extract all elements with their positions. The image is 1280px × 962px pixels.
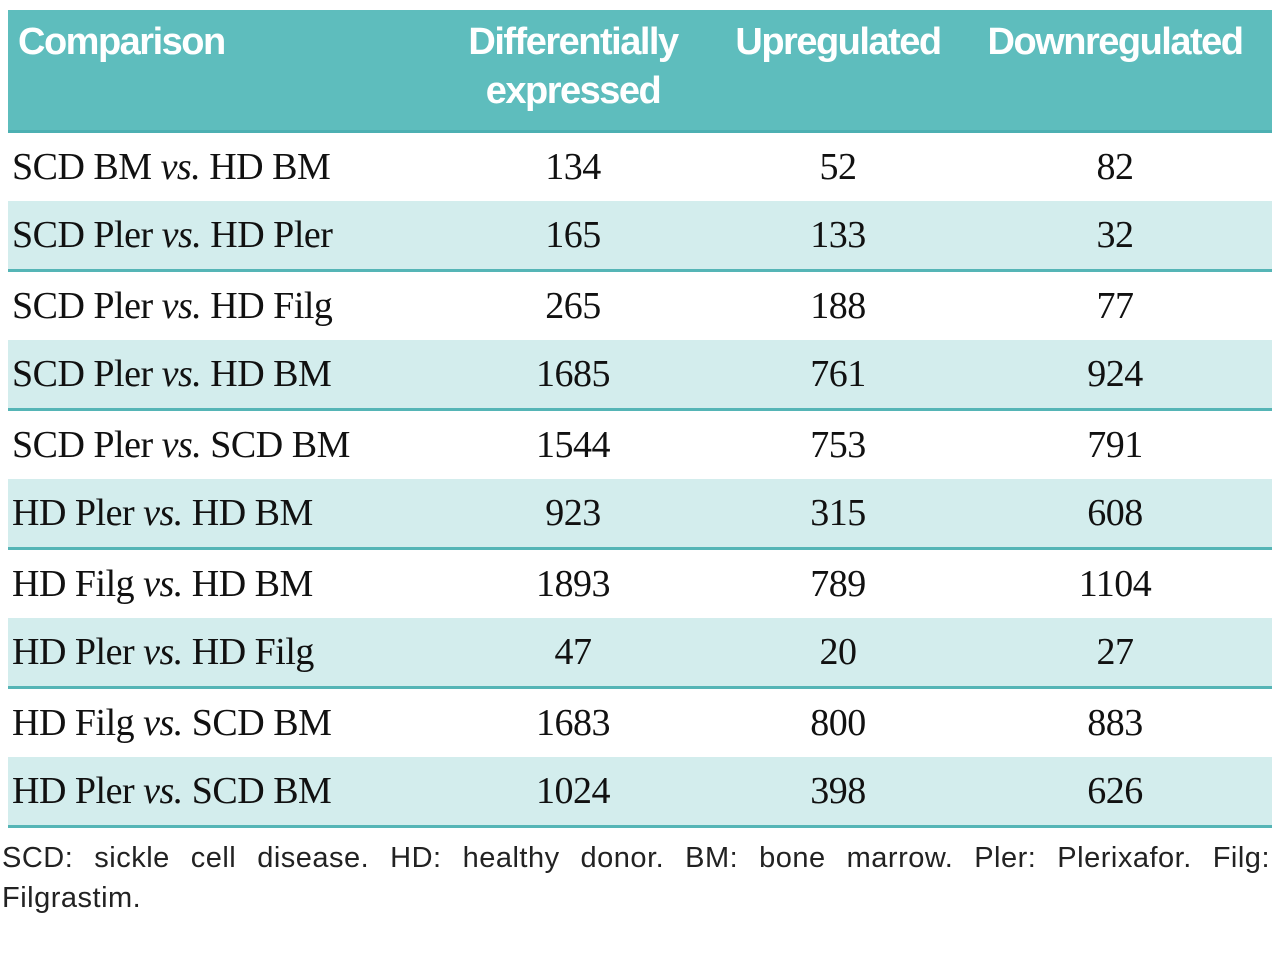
vs-label: vs. (143, 563, 183, 605)
group-b: HD BM (209, 146, 331, 188)
group-b: HD BM (210, 353, 332, 395)
group-a: SCD Pler (12, 214, 153, 256)
column-header-upregulated: Upregulated (718, 10, 958, 133)
de-value: 265 (428, 270, 718, 340)
group-a: HD Pler (12, 770, 135, 812)
comparison-cell: SCD Pler vs. SCD BM (8, 409, 428, 479)
group-a: HD Pler (12, 631, 135, 673)
vs-label: vs. (161, 214, 202, 256)
up-value: 761 (718, 340, 958, 411)
comparison-cell: HD Pler vs. HD Filg (8, 618, 428, 689)
vs-label: vs. (161, 285, 202, 327)
table-row: SCD BM vs. HD BM 134 52 82 (8, 131, 1272, 201)
group-a: HD Filg (12, 563, 135, 605)
down-value: 32 (958, 201, 1272, 272)
vs-label: vs. (143, 702, 183, 744)
group-a: SCD BM (12, 146, 152, 188)
group-a: HD Filg (12, 702, 135, 744)
table-footnote: SCD: sickle cell disease. HD: healthy do… (2, 842, 1270, 914)
comparison-cell: SCD BM vs. HD BM (8, 131, 428, 201)
comparison-cell: HD Pler vs. HD BM (8, 479, 428, 550)
group-b: HD Filg (191, 631, 315, 673)
group-b: HD Filg (210, 285, 333, 327)
up-value: 20 (718, 618, 958, 689)
group-b: SCD BM (191, 770, 332, 812)
de-value: 1683 (428, 687, 718, 757)
up-value: 315 (718, 479, 958, 550)
group-a: SCD Pler (12, 424, 153, 466)
vs-label: vs. (143, 492, 183, 534)
group-b: HD BM (191, 563, 314, 605)
table-body: SCD BM vs. HD BM 134 52 82 SCD Pler vs. … (8, 131, 1272, 828)
de-value: 923 (428, 479, 718, 550)
table-row: SCD Pler vs. HD Filg 265 188 77 (8, 270, 1272, 340)
group-b: HD Pler (210, 214, 333, 256)
column-header-comparison: Comparison (8, 10, 428, 133)
table-row: HD Pler vs. HD Filg 47 20 27 (8, 618, 1272, 689)
comparison-cell: SCD Pler vs. HD Filg (8, 270, 428, 340)
up-value: 789 (718, 548, 958, 618)
group-a: SCD Pler (12, 353, 153, 395)
up-value: 800 (718, 687, 958, 757)
down-value: 924 (958, 340, 1272, 411)
up-value: 133 (718, 201, 958, 272)
column-header-downregulated: Downregulated (958, 10, 1272, 133)
group-a: HD Pler (12, 492, 135, 534)
header-row: Comparison Differentially expressed Upre… (8, 10, 1272, 133)
down-value: 608 (958, 479, 1272, 550)
de-value: 1893 (428, 548, 718, 618)
comparison-cell: HD Filg vs. SCD BM (8, 687, 428, 757)
table-row: SCD Pler vs. HD Pler 165 133 32 (8, 201, 1272, 272)
up-value: 188 (718, 270, 958, 340)
comparison-cell: HD Filg vs. HD BM (8, 548, 428, 618)
table-row: HD Pler vs. SCD BM 1024 398 626 (8, 757, 1272, 828)
table-row: HD Filg vs. HD BM 1893 789 1104 (8, 548, 1272, 618)
vs-label: vs. (161, 424, 202, 466)
group-b: SCD BM (210, 424, 350, 466)
down-value: 883 (958, 687, 1272, 757)
comparison-cell: SCD Pler vs. HD BM (8, 340, 428, 411)
group-b: SCD BM (191, 702, 332, 744)
comparison-cell: SCD Pler vs. HD Pler (8, 201, 428, 272)
de-value: 1685 (428, 340, 718, 411)
up-value: 753 (718, 409, 958, 479)
down-value: 626 (958, 757, 1272, 828)
de-value: 134 (428, 131, 718, 201)
comparison-table-container: Comparison Differentially expressed Upre… (8, 10, 1272, 828)
column-header-differentially-expressed: Differentially expressed (428, 10, 718, 133)
table-row: HD Filg vs. SCD BM 1683 800 883 (8, 687, 1272, 757)
vs-label: vs. (160, 146, 201, 188)
down-value: 791 (958, 409, 1272, 479)
de-value: 47 (428, 618, 718, 689)
up-value: 52 (718, 131, 958, 201)
table-header: Comparison Differentially expressed Upre… (8, 10, 1272, 133)
comparison-table: Comparison Differentially expressed Upre… (8, 10, 1272, 828)
vs-label: vs. (143, 631, 183, 673)
up-value: 398 (718, 757, 958, 828)
table-row: SCD Pler vs. HD BM 1685 761 924 (8, 340, 1272, 411)
comparison-cell: HD Pler vs. SCD BM (8, 757, 428, 828)
down-value: 1104 (958, 548, 1272, 618)
de-value: 165 (428, 201, 718, 272)
vs-label: vs. (143, 770, 183, 812)
group-b: HD BM (191, 492, 314, 534)
de-value: 1024 (428, 757, 718, 828)
table-row: SCD Pler vs. SCD BM 1544 753 791 (8, 409, 1272, 479)
down-value: 77 (958, 270, 1272, 340)
de-value: 1544 (428, 409, 718, 479)
down-value: 27 (958, 618, 1272, 689)
table-row: HD Pler vs. HD BM 923 315 608 (8, 479, 1272, 550)
down-value: 82 (958, 131, 1272, 201)
vs-label: vs. (161, 353, 202, 395)
group-a: SCD Pler (12, 285, 153, 327)
